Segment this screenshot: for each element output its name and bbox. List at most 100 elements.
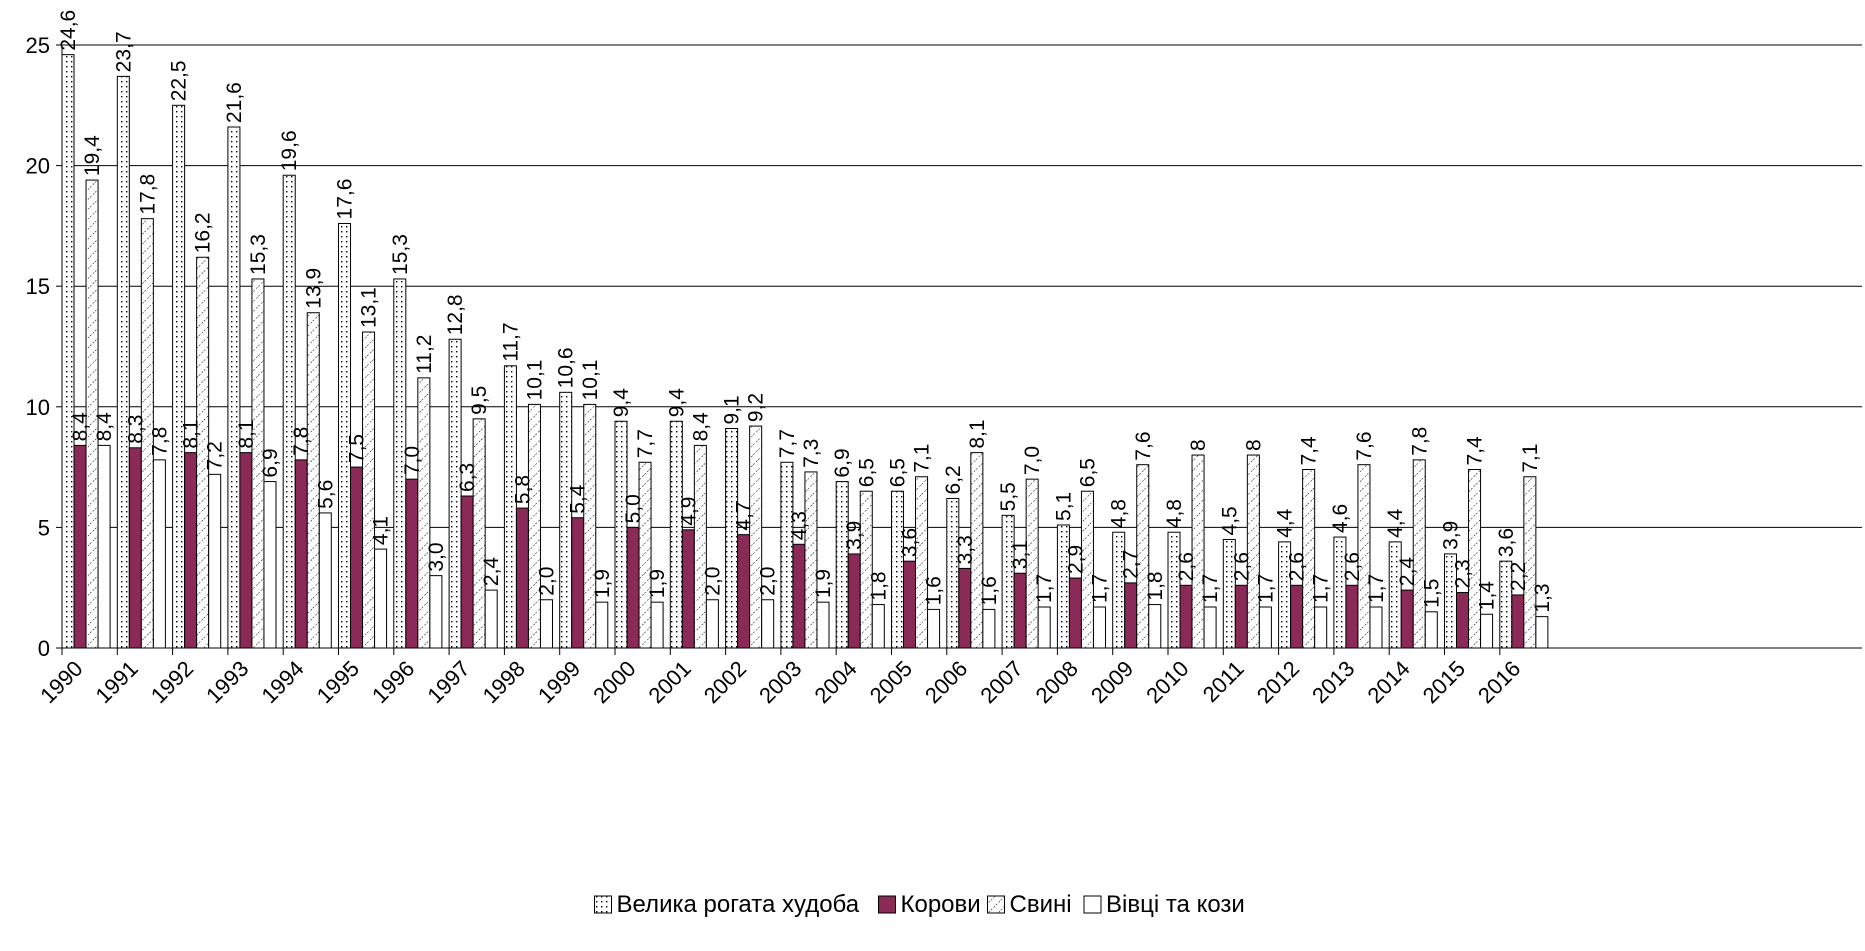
bar-1-1990	[73, 444, 87, 649]
bars	[61, 54, 1549, 649]
bar-0-1993	[227, 126, 241, 649]
data-label: 3,6	[899, 528, 922, 557]
x-tick-label: 2011	[1198, 656, 1249, 707]
bar-1-2004	[847, 553, 861, 649]
bar-3-2004	[871, 604, 885, 649]
x-tick-label: 2006	[920, 656, 972, 708]
y-tick-label: 5	[38, 515, 50, 540]
data-label: 4,1	[370, 516, 393, 545]
x-tick-label: 1997	[422, 656, 474, 708]
bar-1-1991	[128, 447, 142, 649]
bar-2-1996	[417, 377, 431, 649]
data-label: 5,1	[1052, 492, 1075, 521]
bar-3-2007	[1037, 606, 1051, 649]
x-tick-label: 2015	[1418, 656, 1470, 708]
x-tick-label: 2000	[588, 656, 640, 708]
bar-3-2003	[816, 601, 830, 649]
data-label: 7,7	[634, 429, 657, 458]
x-tick-label: 1993	[201, 656, 253, 708]
x-tick-label: 2009	[1086, 656, 1138, 708]
bar-3-2008	[1092, 606, 1106, 649]
data-label: 7,1	[1519, 444, 1542, 473]
data-label: 7,7	[776, 429, 799, 458]
bar-0-2007	[1001, 514, 1015, 649]
data-label: 1,7	[1310, 574, 1333, 603]
y-tick-label: 15	[26, 274, 50, 299]
data-label: 2,6	[1230, 552, 1253, 581]
data-label: 17,6	[334, 179, 357, 220]
bar-3-1997	[484, 589, 498, 649]
data-label: 11,7	[499, 322, 522, 361]
data-label: 2,0	[701, 567, 724, 596]
data-label: 7,0	[401, 446, 424, 475]
data-label: 8	[1187, 439, 1210, 451]
bar-1-1999	[571, 517, 585, 649]
bar-1-2005	[903, 560, 917, 649]
data-label: 1,9	[646, 569, 669, 598]
bar-1-2001	[681, 529, 695, 649]
y-tick-label: 0	[38, 636, 50, 661]
data-label: 6,5	[855, 458, 878, 487]
bar-2-1998	[527, 403, 541, 649]
bar-3-2001	[705, 599, 719, 649]
data-label: 1,6	[923, 576, 946, 605]
bar-3-2006	[982, 608, 996, 649]
data-label: 2,6	[1286, 552, 1309, 581]
bar-0-1999	[559, 391, 573, 649]
data-label: 2,6	[1341, 552, 1364, 581]
data-label: 21,6	[223, 82, 246, 123]
data-label: 15,3	[389, 234, 412, 275]
data-label: 5,4	[567, 484, 590, 514]
bar-0-2008	[1056, 524, 1070, 649]
data-label: 5,5	[997, 482, 1020, 511]
data-label: 3,9	[1440, 521, 1463, 550]
bar-1-2015	[1456, 592, 1470, 649]
bar-3-1994	[318, 512, 332, 649]
x-tick-label: 1999	[533, 656, 585, 708]
x-tick-label: 2016	[1473, 656, 1525, 708]
bar-2-2014	[1412, 459, 1426, 649]
data-label: 12,8	[444, 294, 467, 335]
bar-0-2001	[669, 420, 683, 649]
bar-3-1998	[539, 599, 553, 649]
data-label: 9,1	[721, 395, 744, 424]
bar-0-2010	[1167, 531, 1181, 649]
bar-1-2012	[1290, 584, 1304, 649]
bar-3-1990	[97, 444, 111, 649]
data-label: 2,6	[1175, 552, 1198, 581]
data-label: 7,3	[800, 439, 823, 468]
bar-3-1992	[208, 473, 222, 649]
data-label: 4,4	[1274, 508, 1297, 538]
data-label: 13,1	[358, 287, 381, 328]
bar-1-2016	[1511, 594, 1525, 649]
data-label: 22,5	[168, 60, 191, 101]
x-tick-label: 2008	[1031, 656, 1083, 708]
x-tick-label: 1998	[478, 656, 530, 708]
data-label: 1,5	[1420, 579, 1443, 608]
x-tick-label: 2005	[865, 656, 917, 708]
bar-3-2014	[1424, 611, 1438, 649]
data-label: 11,2	[413, 335, 436, 374]
data-label: 7,8	[148, 427, 171, 456]
data-label: 17,8	[136, 174, 159, 215]
data-label: 7,0	[1021, 446, 1044, 475]
x-tick-label: 1992	[146, 656, 198, 708]
data-label: 2,4	[1396, 557, 1419, 587]
data-label: 8,4	[689, 412, 712, 442]
data-label: 10,1	[579, 360, 602, 401]
bar-0-2004	[835, 481, 849, 649]
x-tick-label: 2004	[809, 656, 861, 708]
data-label: 1,8	[867, 571, 890, 600]
data-label: 1,7	[1254, 574, 1277, 603]
bar-0-1997	[448, 338, 462, 649]
x-tick-label: 1995	[312, 656, 364, 708]
legend-label: Корови	[901, 891, 981, 918]
data-label: 3,1	[1009, 540, 1032, 569]
data-label: 16,2	[192, 212, 215, 253]
bar-1-2007	[1013, 572, 1027, 649]
data-label: 4,7	[733, 501, 756, 530]
bar-1-1998	[515, 507, 529, 649]
data-label: 4,3	[788, 511, 811, 540]
legend-label: Вівці та кози	[1106, 891, 1245, 918]
